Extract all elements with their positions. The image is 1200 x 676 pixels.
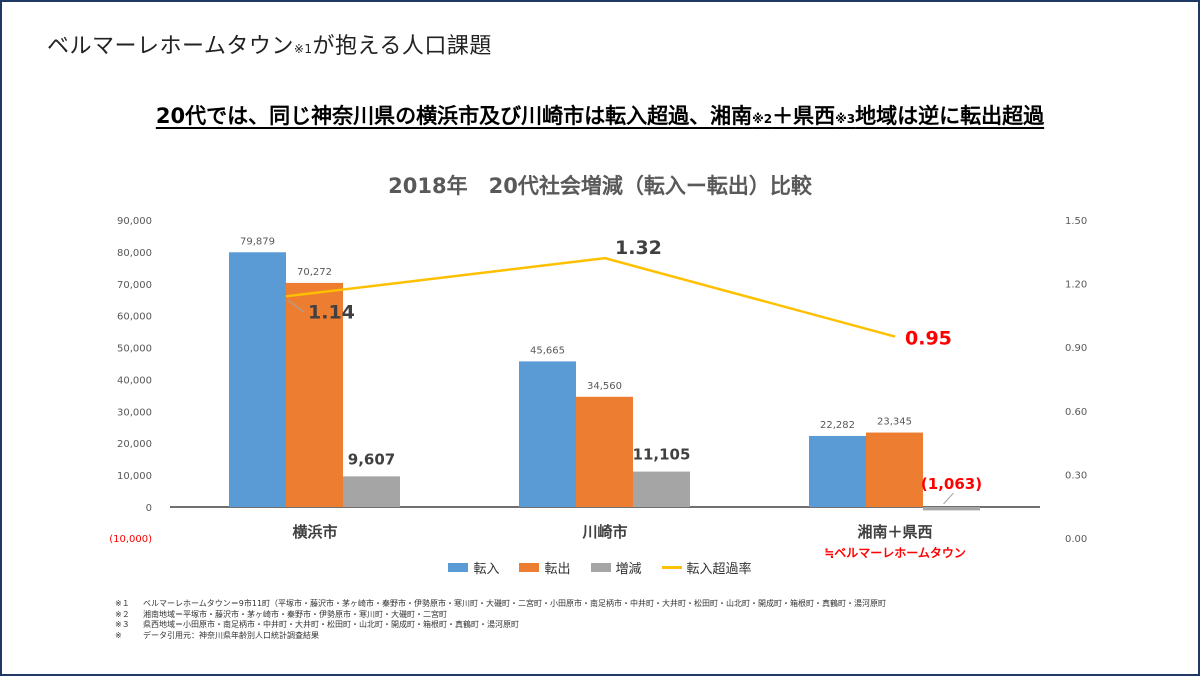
footnote-text: 県西地域＝小田原市・南足柄市・中井町・大井町・松田町・山北町・開成町・箱根町・真…	[143, 620, 519, 629]
y-left-tick-label: 50,000	[117, 344, 152, 355]
page-title-text: ベルマーレホームタウン	[47, 34, 294, 59]
footnote-1: ※１ ベルマーレホームタウン＝9市11町（平塚市・藤沢市・茅ヶ崎市・秦野市・伊勢原…	[115, 599, 886, 610]
bar-outflow	[866, 432, 923, 507]
headline-part3: 地域は逆に転出超過	[855, 104, 1045, 128]
legend-swatch-change	[590, 563, 611, 572]
legend-item-inflow: 転入	[448, 558, 499, 577]
headline-note2: ※2	[752, 112, 773, 126]
ratio-data-label: 1.32	[615, 237, 662, 259]
footnote-2: ※２ 湘南地域＝平塚市・藤沢市・茅ヶ崎市・秦野市・伊勢原市・寒川町・大磯町・二宮町	[115, 610, 886, 621]
y-right-tick-label: 0.90	[1065, 343, 1087, 354]
y-right-tick-label: 1.50	[1065, 216, 1087, 227]
legend-label-outflow: 転出	[544, 562, 571, 577]
bar-data-label: 11,105	[633, 446, 691, 464]
footnote-mark: ※２	[115, 609, 130, 619]
category-label: 湘南＋県西	[857, 523, 932, 541]
legend-item-ratio: 転入超過率	[661, 558, 752, 577]
y-left-negative-tick-label: (10,000)	[109, 534, 152, 545]
category-sublabel: ≒ベルマーレホームタウン	[824, 546, 966, 560]
chart-legend: 転入 転出 増減 転入超過率	[0, 558, 1200, 577]
footnote-mark: ※	[115, 630, 122, 640]
legend-item-outflow: 転出	[519, 558, 571, 577]
bar-data-label: 79,879	[240, 236, 275, 247]
bar-outflow	[576, 396, 633, 507]
page-title: ベルマーレホームタウン※1が抱える人口課題	[47, 28, 492, 60]
headline-part1: 20代では、同じ神奈川県の横浜市及び川崎市は転入超過、湘南	[155, 104, 753, 128]
legend-swatch-inflow	[448, 563, 469, 572]
footnote-4: ※ データ引用元：神奈川県年齢別人口統計調査結果	[115, 631, 886, 642]
legend-item-change: 増減	[590, 558, 642, 577]
category-label: 川崎市	[581, 523, 627, 541]
headline: 20代では、同じ神奈川県の横浜市及び川崎市は転入超過、湘南※2＋県西※3地域は逆…	[0, 100, 1200, 130]
headline-note3: ※3	[835, 112, 856, 126]
page-title-note: ※1	[293, 42, 313, 56]
bar-inflow	[519, 361, 576, 507]
bar-data-label: 34,560	[587, 381, 622, 392]
footnote-mark: ※３	[115, 620, 130, 629]
data-label-leader	[943, 492, 954, 505]
y-left-tick-label: 70,000	[117, 280, 152, 291]
ratio-data-label: 0.95	[905, 328, 952, 350]
y-right-tick-label: 1.20	[1065, 280, 1087, 291]
category-label: 横浜市	[292, 523, 337, 541]
y-left-tick-label: 10,000	[117, 471, 152, 482]
chart-title: 2018年 20代社会増減（転入ー転出）比較	[388, 174, 812, 198]
y-left-tick-label: 0	[146, 503, 152, 514]
ratio-data-label: 1.14	[308, 301, 355, 323]
legend-swatch-outflow	[519, 563, 540, 572]
bar-data-label: 45,665	[530, 345, 565, 356]
bar-inflow	[809, 435, 866, 507]
headline-part2: ＋県西	[772, 104, 836, 128]
y-right-tick-label: 0.60	[1065, 407, 1087, 418]
bar-data-label: (1,063)	[921, 475, 982, 493]
y-left-tick-label: 40,000	[117, 375, 152, 386]
y-left-tick-label: 60,000	[117, 312, 152, 323]
bar-data-label: 70,272	[297, 267, 332, 278]
y-right-tick-label: 0.30	[1065, 470, 1087, 481]
footnote-text: 湘南地域＝平塚市・藤沢市・茅ヶ崎市・秦野市・伊勢原市・寒川町・大磯町・二宮町	[143, 609, 447, 619]
y-left-tick-label: 30,000	[117, 407, 152, 418]
bar-outflow	[286, 282, 343, 507]
y-right-tick-label: 0.00	[1065, 534, 1087, 545]
y-left-tick-label: 80,000	[117, 248, 152, 259]
y-left-tick-label: 20,000	[117, 439, 152, 450]
bar-change	[923, 507, 980, 511]
bar-inflow	[229, 252, 286, 507]
bar-data-label: 23,345	[877, 417, 912, 428]
legend-swatch-ratio	[661, 566, 682, 569]
footnote-text: データ引用元：神奈川県年齢別人口統計調査結果	[143, 630, 319, 640]
bar-change	[633, 471, 690, 507]
footnotes: ※１ ベルマーレホームタウン＝9市11町（平塚市・藤沢市・茅ヶ崎市・秦野市・伊勢原…	[115, 599, 886, 641]
bar-data-label: 22,282	[820, 420, 855, 431]
ratio-line	[285, 256, 896, 338]
legend-label-ratio: 転入超過率	[686, 562, 752, 577]
page-title-suffix: が抱える人口課題	[312, 34, 492, 59]
footnote-text: ベルマーレホームタウン＝9市11町（平塚市・藤沢市・茅ヶ崎市・秦野市・伊勢原市・…	[143, 599, 887, 608]
legend-label-inflow: 転入	[473, 562, 500, 577]
bar-change	[343, 476, 400, 507]
bar-data-label: 9,607	[348, 450, 395, 468]
footnote-3: ※３ 県西地域＝小田原市・南足柄市・中井町・大井町・松田町・山北町・開成町・箱根町…	[115, 620, 886, 631]
ratio-label-leader	[287, 299, 305, 313]
footnote-mark: ※１	[115, 599, 130, 608]
legend-label-change: 増減	[615, 562, 642, 577]
y-left-tick-label: 90,000	[117, 216, 152, 227]
